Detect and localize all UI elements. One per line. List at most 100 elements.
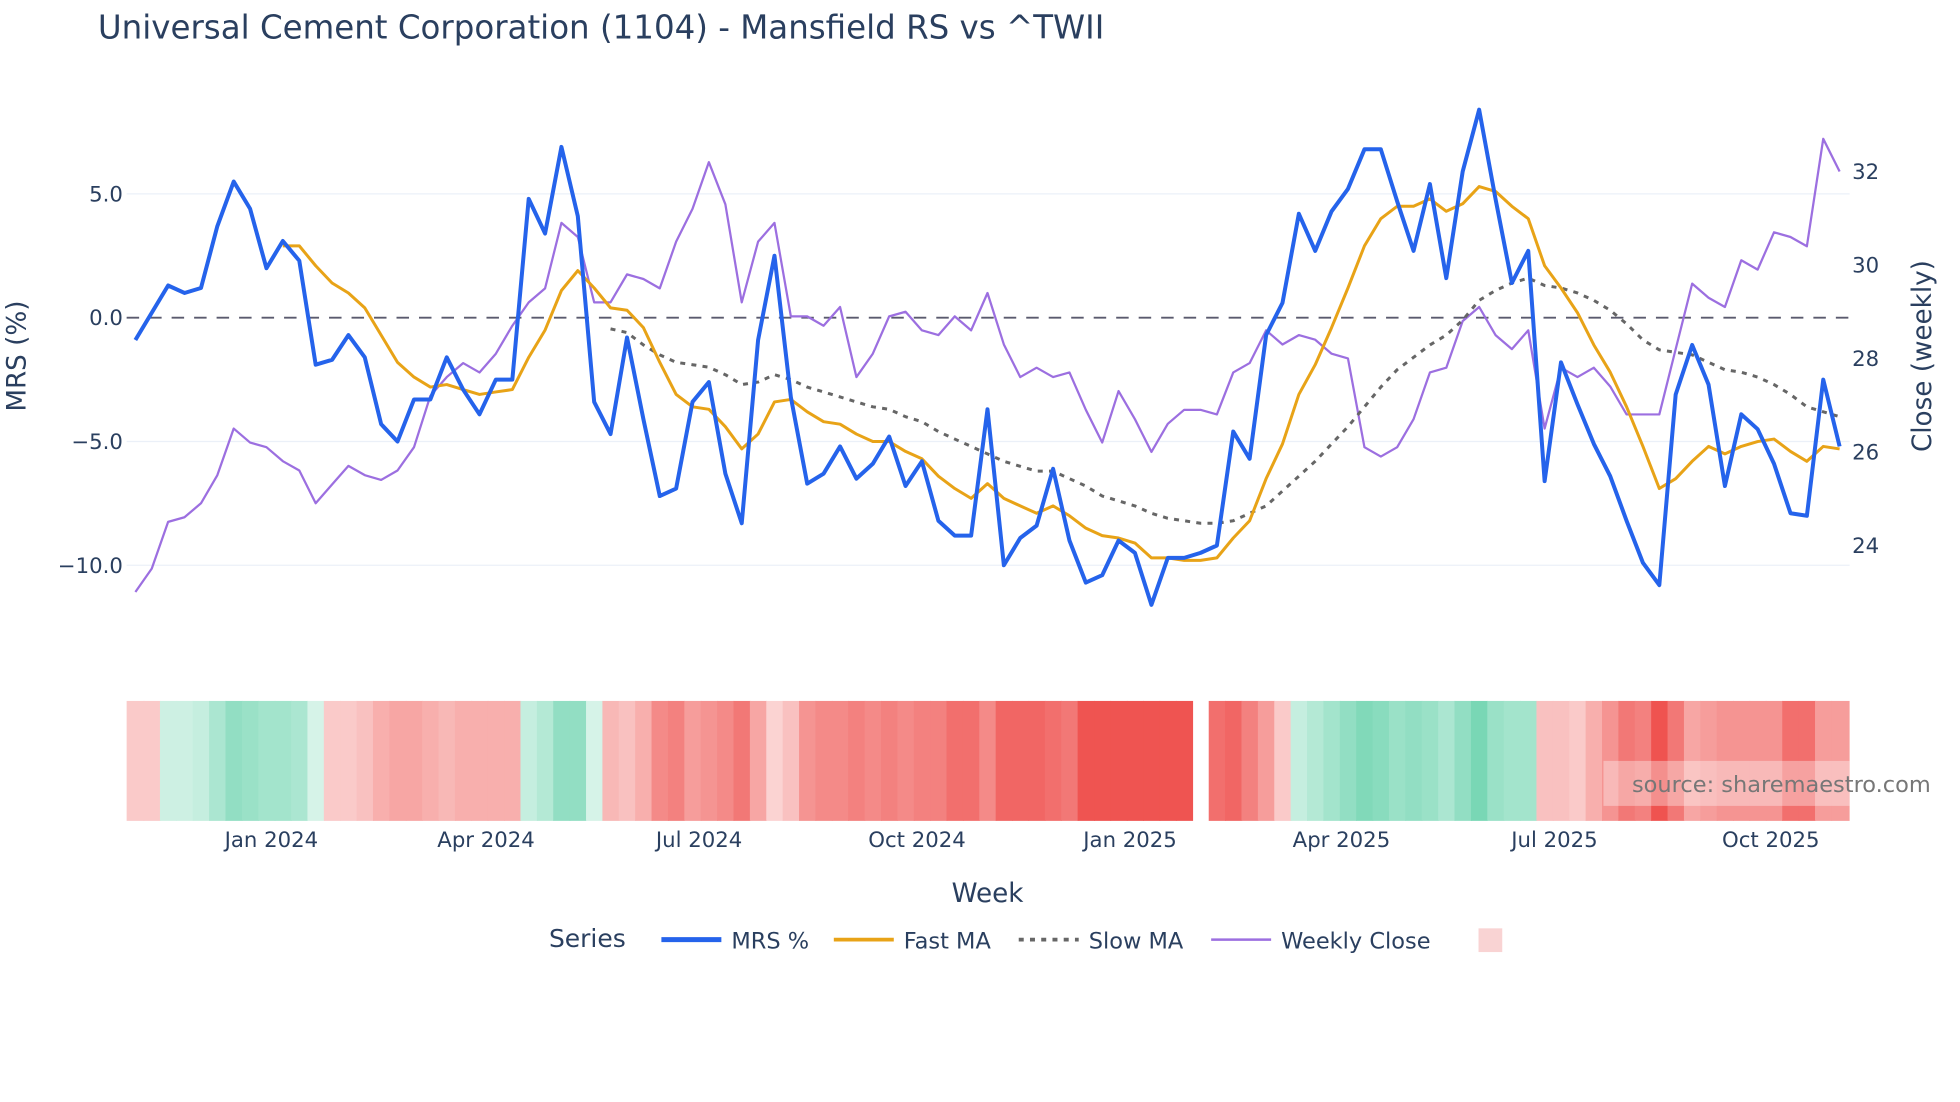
heatmap-cell [1339,700,1357,821]
legend-title: Series [549,924,626,953]
heatmap-cell [1782,700,1800,821]
x-tick-label: Jul 2025 [1509,828,1597,853]
heatmap-cell [225,700,243,821]
heatmap-cell [1520,700,1538,821]
y2-tick-label: 26 [1852,440,1879,465]
heatmap-cell [864,700,882,821]
heatmap-cell [1307,700,1325,821]
heatmap-cell [1749,700,1767,821]
heatmap-cell [913,700,931,821]
y2-axis-title: Close (weekly) [1908,260,1938,452]
heatmap-cell [1257,700,1276,821]
y2-tick-label: 32 [1852,160,1879,185]
heatmap-cell [717,700,735,821]
legend-item-weekly-close[interactable]: Weekly Close [1211,928,1431,954]
heatmap-cell [1733,700,1751,821]
heatmap-cell [1028,700,1046,821]
heatmap-cell [1208,700,1226,821]
heatmap-cell [323,700,341,821]
heatmap-cell [159,700,178,821]
heatmap-cell [602,700,620,821]
heatmap-cell [1667,700,1685,821]
heatmap-cell [454,700,473,821]
heatmap-cell [1290,700,1308,821]
heatmap-cell [1618,700,1636,821]
chart-title: Universal Cement Corporation (1104) - Ma… [98,9,1104,47]
heatmap-cell [1454,700,1472,821]
heatmap-cell [126,700,145,821]
heatmap-cell [356,700,374,821]
heatmap-cell [1798,700,1816,821]
heatmap-cell [1470,700,1489,821]
heatmap-cell [1356,700,1374,821]
heatmap-cell [1438,700,1456,821]
heatmap-cell [1700,700,1718,821]
y2-tick-label: 28 [1852,347,1879,372]
heatmap-cell [1241,700,1259,821]
series-line-weekly-close [134,137,1841,593]
heatmap-cell [766,700,784,821]
heatmap-cell [1274,700,1292,821]
heatmap-cell [1831,700,1850,821]
source-annotation-bg [1603,760,1850,806]
heatmap-cell [651,700,669,821]
heatmap-cell [1503,700,1521,821]
heatmap-cell [422,700,440,821]
heatmap-cell [553,700,571,821]
heatmap-cell [340,700,358,821]
heatmap-cell [405,700,423,821]
heatmap-cell [1077,700,1095,821]
heatmap-cell [880,700,899,821]
legend-item-slow-ma[interactable]: Slow MA [1018,928,1184,954]
source-annotation: source: sharemaestro.com [1632,772,1931,798]
legend-label-weekly-close: Weekly Close [1281,928,1430,954]
heatmap-cell [815,700,833,821]
heatmap-cell [962,700,981,821]
heatmap-cell [1651,700,1669,821]
legend-label-slow-ma: Slow MA [1089,928,1184,954]
x-axis-title: Week [952,879,1025,909]
heatmap-cell [848,700,866,821]
heatmap-cell [1143,700,1161,821]
legend-item-mrs[interactable]: MRS % [661,928,809,954]
series-line-mrs [133,107,1842,607]
heatmap-cell [176,700,194,821]
heatmap-cell [930,700,948,821]
y-tick-label: 5.0 [89,182,123,207]
x-tick-label: Apr 2025 [1293,828,1391,853]
heatmap-cell [782,700,800,821]
heatmap-cell [1683,700,1702,821]
heatmap-cell [536,700,554,821]
heatmap-cell [684,700,702,821]
heatmap-cell [1372,700,1390,821]
legend-label-fast-ma: Fast MA [904,928,992,954]
heatmap-cell [1634,700,1652,821]
heatmap-cell [1421,700,1439,821]
legend-swatch-heatmap[interactable] [1478,928,1503,953]
y-axis-title: MRS (%) [2,300,32,411]
heatmap-cell [1487,700,1505,821]
heatmap-cell [1110,700,1128,821]
x-tick-label: Oct 2025 [1722,828,1820,853]
heatmap-cell [520,700,538,821]
series-lines [133,107,1842,607]
heatmap-cell [586,700,604,821]
heatmap-cell [733,700,751,821]
heatmap-cell [487,700,505,821]
heatmap-cell [1405,700,1423,821]
x-tick-label: Jan 2025 [1081,828,1177,853]
heatmap-cell [1716,700,1734,821]
heatmap-cell [258,700,276,821]
heatmap-cell [667,700,686,821]
heatmap-cell [504,700,522,821]
y2-tick-label: 24 [1852,534,1879,559]
heatmap-cell [1585,700,1603,821]
heatmap-cell [307,700,325,821]
x-axis-ticks: Jan 2024 Apr 2024 Jul 2024 Oct 2024 Jan 2025… [223,828,1820,853]
heatmap-cell [831,700,849,821]
legend-item-fast-ma[interactable]: Fast MA [833,928,992,954]
heatmap-cell [209,700,227,821]
heatmap-cell [291,700,309,821]
heatmap-cell [143,700,161,821]
